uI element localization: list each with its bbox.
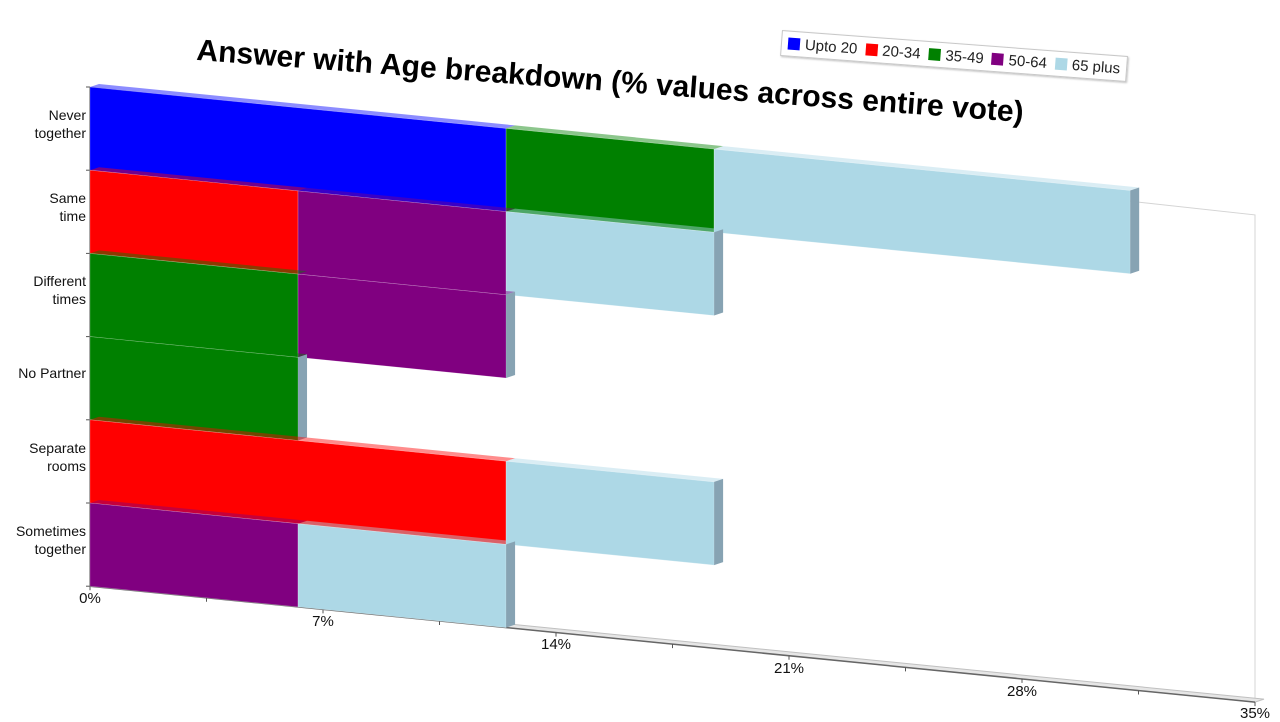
legend-swatch-upto-20: [787, 37, 801, 51]
y-tick-line: time: [59, 208, 86, 224]
x-tick-label-35: 35%: [1239, 705, 1271, 722]
y-tick-line: Same: [49, 190, 86, 206]
legend-swatch-65-plus: [1054, 57, 1068, 71]
bar-top-face: [90, 333, 308, 358]
legend-label-35-49: 35-49: [944, 46, 985, 67]
y-tick-label-different-times: Different times: [0, 272, 86, 308]
y-tick-label-sometimes-together: Sometimes together: [0, 522, 86, 558]
legend-label-20-34: 20-34: [881, 42, 922, 62]
y-tick-line: times: [52, 291, 86, 307]
bar-top-face: [90, 250, 308, 275]
legend-item-65-plus: 65 plus: [1054, 55, 1121, 77]
y-tick-line: together: [34, 541, 86, 557]
bar-end-face: [506, 541, 516, 628]
legend-item-35-49: 35-49: [928, 46, 984, 67]
x-tick-label-21: 21%: [773, 660, 805, 677]
legend-label-65-plus: 65 plus: [1071, 56, 1121, 77]
y-tick-line: Different: [33, 273, 86, 289]
bar-top-face: [90, 167, 308, 191]
bar-end-face: [714, 478, 724, 566]
bar-top-face: [90, 416, 516, 462]
bar-top-face: [298, 271, 516, 295]
legend-item-20-34: 20-34: [864, 41, 922, 62]
y-tick-label-same-time: Same time: [0, 189, 86, 225]
y-tick-line: Separate: [29, 440, 86, 456]
y-tick-line: rooms: [47, 458, 86, 474]
y-tick-line: together: [34, 125, 86, 141]
bar-end-face: [1130, 187, 1140, 274]
bar-end-face: [714, 229, 724, 316]
bar-top-face: [714, 146, 1140, 191]
legend-swatch-20-34: [864, 43, 878, 57]
legend-label-50-64: 50-64: [1008, 51, 1048, 72]
y-tick-label-no-partner: No Partner: [0, 364, 86, 382]
x-tick-label-7: 7%: [312, 613, 334, 630]
legend-item-upto-20: Upto 20: [787, 35, 858, 57]
legend-swatch-35-49: [928, 48, 941, 61]
bar-top-face: [298, 520, 516, 545]
bar-top-face: [506, 208, 724, 233]
bar-end-face: [298, 354, 308, 441]
x-tick-label-28: 28%: [1006, 683, 1038, 700]
y-tick-label-separate-rooms: Separate rooms: [0, 439, 86, 475]
bar-top-face: [90, 84, 516, 129]
bar-end-face: [506, 291, 516, 378]
y-tick-line: Sometimes: [15, 523, 86, 539]
bar-top-face: [506, 125, 724, 150]
y-tick-line: No Partner: [18, 365, 86, 381]
y-tick-line: Never: [48, 107, 86, 123]
x-tick-label-14: 14%: [540, 636, 572, 653]
legend-label-upto-20: Upto 20: [804, 36, 858, 58]
bar-top-face: [298, 187, 516, 212]
legend-swatch-50-64: [991, 52, 1005, 66]
x-tick-label-0: 0%: [79, 590, 101, 607]
bar-top-face: [90, 500, 308, 524]
bar-top-face: [506, 458, 724, 482]
legend-item-50-64: 50-64: [991, 50, 1048, 72]
y-tick-label-never-together: Never together: [0, 106, 86, 142]
